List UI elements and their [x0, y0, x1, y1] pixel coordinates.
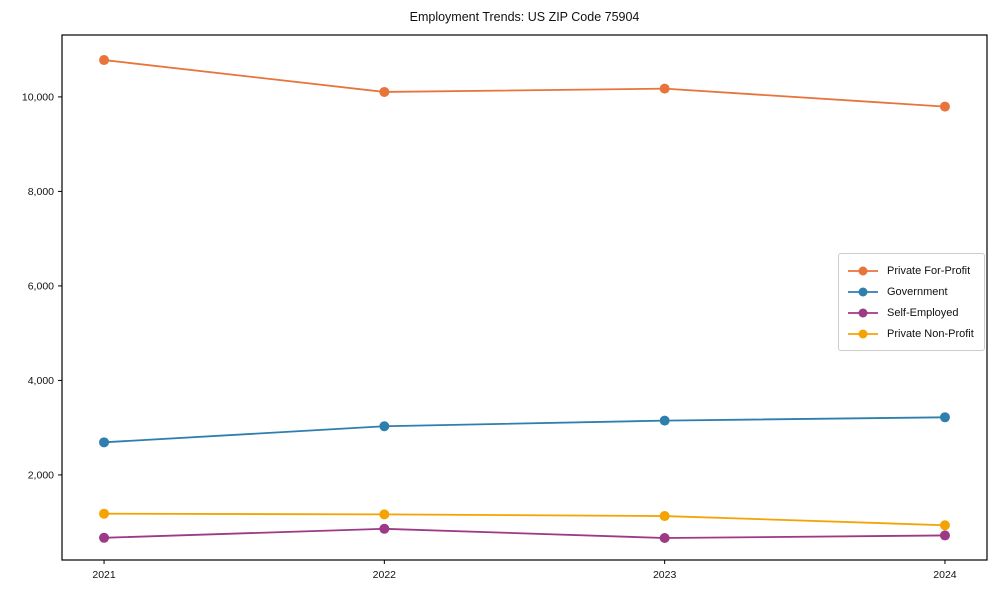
data-point-private-non-profit-2022: [379, 509, 390, 520]
legend-label: Private For-Profit: [887, 264, 971, 277]
data-point-government-2024: [939, 412, 950, 423]
y-tick-label: 4,000: [28, 375, 54, 387]
legend-marker-icon: [848, 287, 878, 296]
data-point-self-employed-2024: [939, 530, 950, 541]
legend-label: Government: [887, 285, 948, 298]
legend-label: Private Non-Profit: [887, 327, 974, 340]
legend-label: Self-Employed: [887, 306, 959, 319]
legend-item-private-non-profit: Private Non-Profit: [847, 323, 974, 344]
legend-marker-icon: [848, 329, 878, 338]
y-tick-label: 2,000: [28, 469, 54, 481]
legend: Private For-Profit Government Self-Employe…: [838, 253, 985, 351]
data-point-government-2022: [379, 421, 390, 432]
data-point-private-for-profit-2024: [939, 101, 950, 112]
data-point-private-non-profit-2021: [99, 508, 110, 519]
data-point-government-2021: [99, 437, 110, 448]
y-tick-label: 6,000: [28, 280, 54, 292]
x-tick-label: 2021: [92, 569, 116, 581]
data-point-government-2023: [659, 415, 670, 426]
x-tick-label: 2022: [373, 569, 397, 581]
axes-spines: [61, 34, 988, 561]
series-line-private-for-profit: [103, 59, 946, 108]
x-tick-label: 2023: [653, 569, 677, 581]
data-point-private-for-profit-2022: [379, 86, 390, 97]
series-line-private-non-profit: [104, 512, 945, 527]
data-point-private-non-profit-2024: [939, 520, 950, 531]
data-point-private-non-profit-2023: [659, 511, 670, 522]
legend-item-private-for-profit: Private For-Profit: [847, 260, 974, 281]
legend-item-government: Government: [847, 281, 974, 302]
chart-title: Employment Trends: US ZIP Code 75904: [409, 10, 640, 24]
y-tick-label: 10,000: [22, 91, 54, 103]
data-point-private-for-profit-2023: [659, 83, 670, 94]
data-point-private-for-profit-2021: [99, 55, 110, 66]
data-point-self-employed-2022: [379, 523, 390, 534]
legend-item-self-employed: Self-Employed: [847, 302, 974, 323]
series-line-government: [103, 416, 945, 444]
legend-marker-icon: [848, 308, 878, 317]
series-line-self-employed: [104, 527, 945, 539]
data-point-self-employed-2023: [659, 533, 670, 544]
legend-marker-icon: [848, 266, 878, 275]
y-tick-label: 8,000: [28, 186, 54, 198]
x-tick-label: 2024: [933, 569, 957, 581]
data-point-self-employed-2021: [99, 532, 110, 543]
